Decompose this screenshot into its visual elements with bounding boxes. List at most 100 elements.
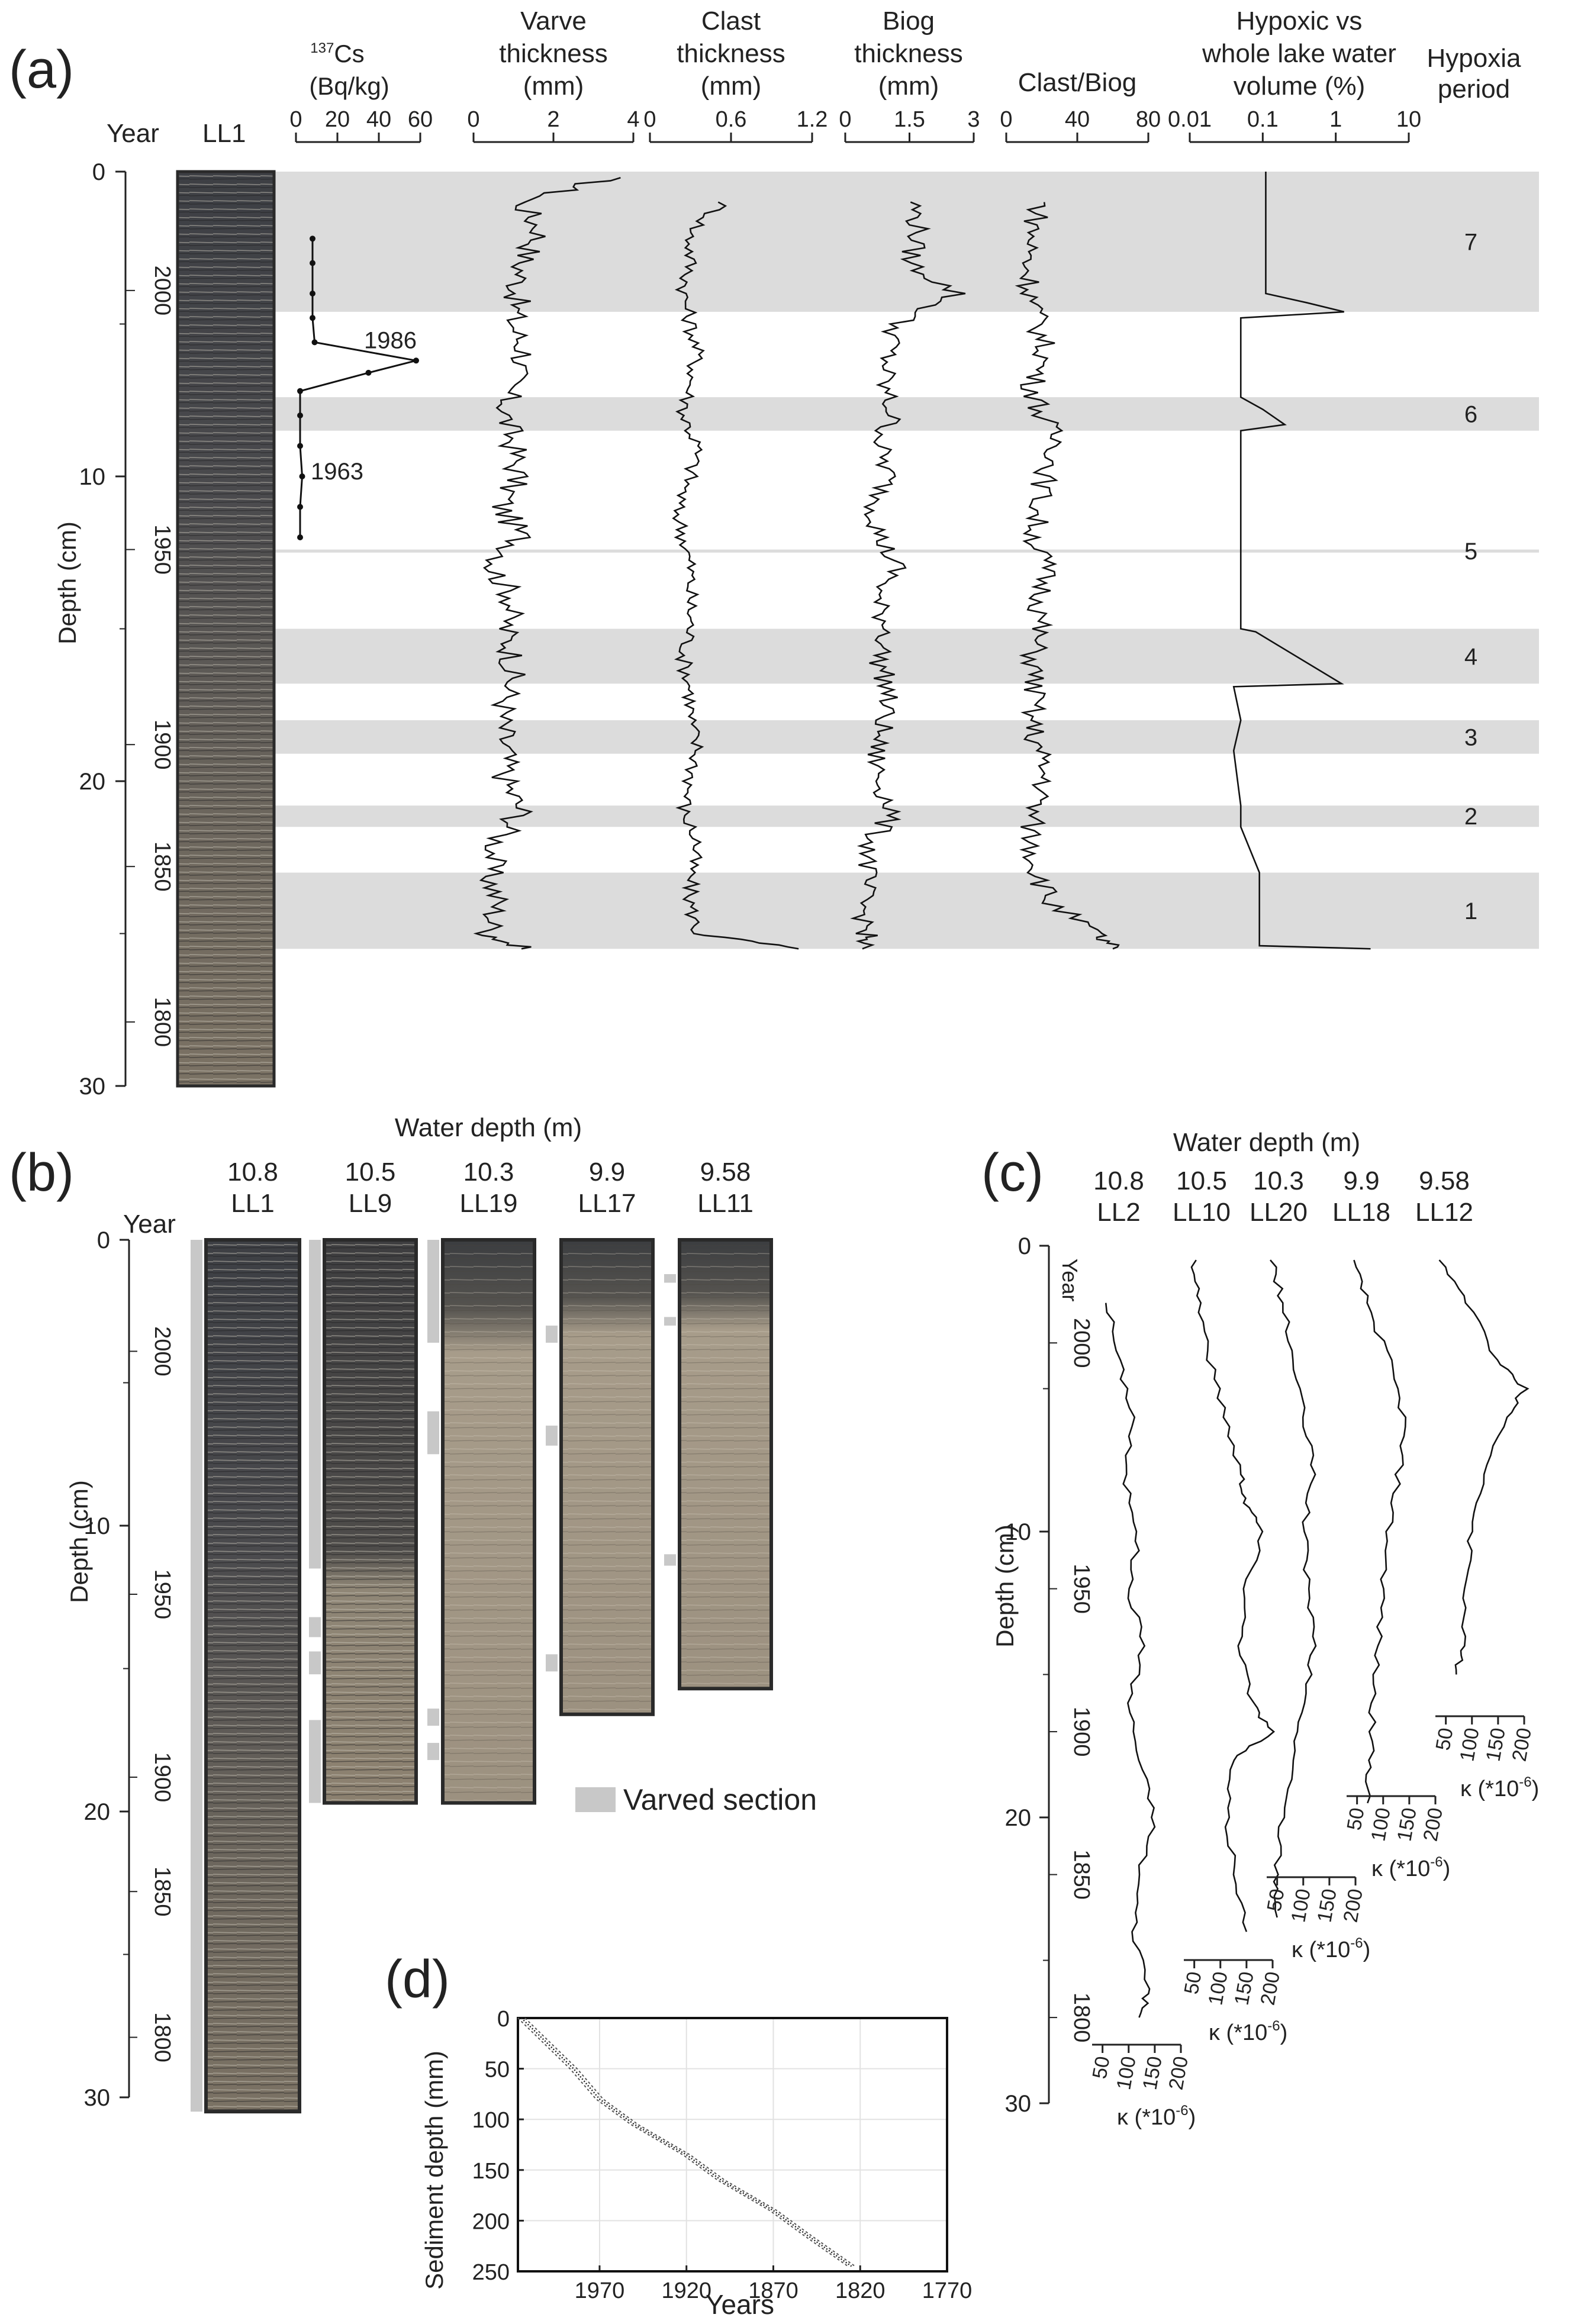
x-tick-label: 1870 — [748, 2278, 798, 2303]
column-title: thickness — [854, 39, 962, 68]
header-axis-tick-label: 60 — [408, 107, 433, 132]
panel-d-xlabel: Years — [706, 2289, 774, 2320]
unit-end: ) — [1443, 1856, 1451, 1881]
hypoxia-period-4: 4 — [1464, 644, 1477, 670]
hypoxia-shading — [274, 172, 1539, 949]
profile-water-depth: 10.5 — [1176, 1166, 1227, 1195]
core-water-depth: 10.8 — [227, 1158, 278, 1187]
unit-end: ) — [1363, 1938, 1371, 1962]
depth-tick-label: 10 — [1005, 1519, 1032, 1545]
unit-sup: -6 — [1519, 1774, 1531, 1790]
hypoxia-period-1: 1 — [1464, 898, 1477, 924]
column-line-3 — [1015, 202, 1120, 950]
unit-end: ) — [1189, 2105, 1196, 2130]
panel-a-label: (a) — [9, 40, 74, 99]
profile-line — [1353, 1259, 1407, 1804]
core-water-depth: 9.9 — [589, 1158, 625, 1187]
column-title: Clast/Biog — [1018, 68, 1137, 97]
hypoxia-band-4 — [274, 628, 1539, 684]
depth-tick-label: 20 — [84, 1799, 111, 1825]
profile-scale-tick-label: 150 — [1313, 1887, 1341, 1924]
header-axis-tick-label: 40 — [366, 107, 391, 132]
unit-end: ) — [1532, 1777, 1540, 1801]
year-tick-label: 1950 — [150, 524, 175, 575]
profile-name: LL12 — [1415, 1198, 1473, 1227]
cs137-annotation-1986: 1986 — [364, 328, 417, 354]
column-4: Hypoxic vs whole lake water volume (%) 0.01… — [1168, 7, 1421, 950]
profile-scale-tick-label: 200 — [1508, 1726, 1536, 1763]
hypoxia-band-6 — [274, 397, 1539, 431]
profile-name: LL10 — [1173, 1198, 1231, 1227]
column-title: Hypoxic vs — [1237, 7, 1363, 36]
y-tick-label: 0 — [497, 2007, 510, 2032]
depth-tick-label: 20 — [79, 769, 106, 795]
header-axis-tick-label: 10 — [1396, 107, 1421, 132]
profile-scale-tick-label: 50 — [1180, 1970, 1206, 1996]
column-title: thickness — [677, 39, 785, 68]
header-axis-tick-label: 1 — [1329, 107, 1342, 132]
core-photo-frame — [204, 1238, 301, 2114]
panel-b-depth-axis: 0 10 20 30 — [84, 1227, 130, 2111]
cs137-point — [299, 473, 305, 479]
panel-b-label: (b) — [9, 1143, 74, 1203]
varved-section-bar — [664, 1554, 676, 1566]
unit-sup: -6 — [1267, 2018, 1280, 2034]
varved-section-bar — [546, 1325, 558, 1343]
core-photo-frame — [323, 1238, 418, 1805]
x-tick-label: 1920 — [661, 2278, 711, 2303]
profile-scale-tick-label: 50 — [1089, 2055, 1115, 2081]
cs137-axis: 0 20 40 60 — [289, 107, 433, 143]
core-photo-frame — [678, 1238, 773, 1691]
panel-c-title: Water depth (m) — [1173, 1128, 1360, 1157]
profile-name: LL20 — [1250, 1198, 1308, 1227]
column-2: Biog thickness (mm) 0 1.5 3 — [839, 7, 980, 950]
varved-section-bar — [427, 1240, 439, 1343]
unit-main: κ (*10 — [1371, 1856, 1430, 1881]
hypoxia-band-5 — [274, 549, 1539, 553]
profile-scale-tick-label: 150 — [1230, 1970, 1258, 2007]
uncertainty-line-upper — [517, 2017, 849, 2267]
cs137-header-main: Cs — [334, 40, 364, 67]
y-tick-label: 150 — [472, 2159, 510, 2184]
x-tick-label: 1770 — [922, 2278, 973, 2303]
year-tick-label: 1900 — [1069, 1707, 1094, 1757]
year-tick-label: 1800 — [150, 997, 175, 1047]
unit-main: κ (*10 — [1460, 1777, 1519, 1801]
header-axis-tick-label: 2 — [547, 107, 559, 132]
year-tick-label: 1850 — [1069, 1849, 1094, 1900]
hypoxia-band-2 — [274, 805, 1539, 827]
profile-line — [1190, 1259, 1276, 1932]
year-tick-label: 2000 — [150, 266, 175, 316]
core-photo-frame — [441, 1238, 536, 1805]
hypoxia-period-3: 3 — [1464, 724, 1477, 750]
cs137-point — [297, 534, 303, 540]
varved-section-bar — [309, 1651, 321, 1675]
header-axis-tick-label: 40 — [1065, 107, 1090, 132]
varved-legend-label: Varved section — [623, 1783, 817, 1816]
year-tick-label: 1900 — [150, 1752, 175, 1803]
profile-scale-tick-label: 150 — [1393, 1806, 1421, 1843]
column-title: Varve — [520, 7, 587, 36]
core-photo-texture — [680, 1240, 771, 1689]
year-tick-label: 1900 — [150, 720, 175, 770]
header-axis-tick-label: 0.6 — [716, 107, 747, 132]
header-axis-tick-label: 0 — [1000, 107, 1012, 132]
profile-scale-tick-label: 200 — [1339, 1887, 1367, 1924]
panel-b-title: Water depth (m) — [395, 1113, 582, 1142]
profile-scale-tick-label: 50 — [1432, 1726, 1458, 1752]
year-tick-label: 2000 — [150, 1326, 175, 1377]
column-title: (mm) — [878, 72, 939, 101]
panel-c-depth-axis: 0 10 20 30 Year 2000 1950 1900 1850 1800 — [1005, 1233, 1094, 2117]
profile-scale-tick-label: 200 — [1257, 1970, 1284, 2007]
core-photo-texture — [206, 1240, 300, 2112]
profile-scale-unit: κ (*10-6) — [1117, 2103, 1196, 2130]
year-tick-label: 1800 — [150, 2012, 175, 2062]
profile-scale-unit: κ (*10-6) — [1371, 1854, 1450, 1881]
panel-a-columns: Varve thickness (mm) 0 2 4 Clast thickness (mm) 0… — [467, 7, 1421, 950]
header-axis-tick-label: 0.1 — [1247, 107, 1279, 132]
